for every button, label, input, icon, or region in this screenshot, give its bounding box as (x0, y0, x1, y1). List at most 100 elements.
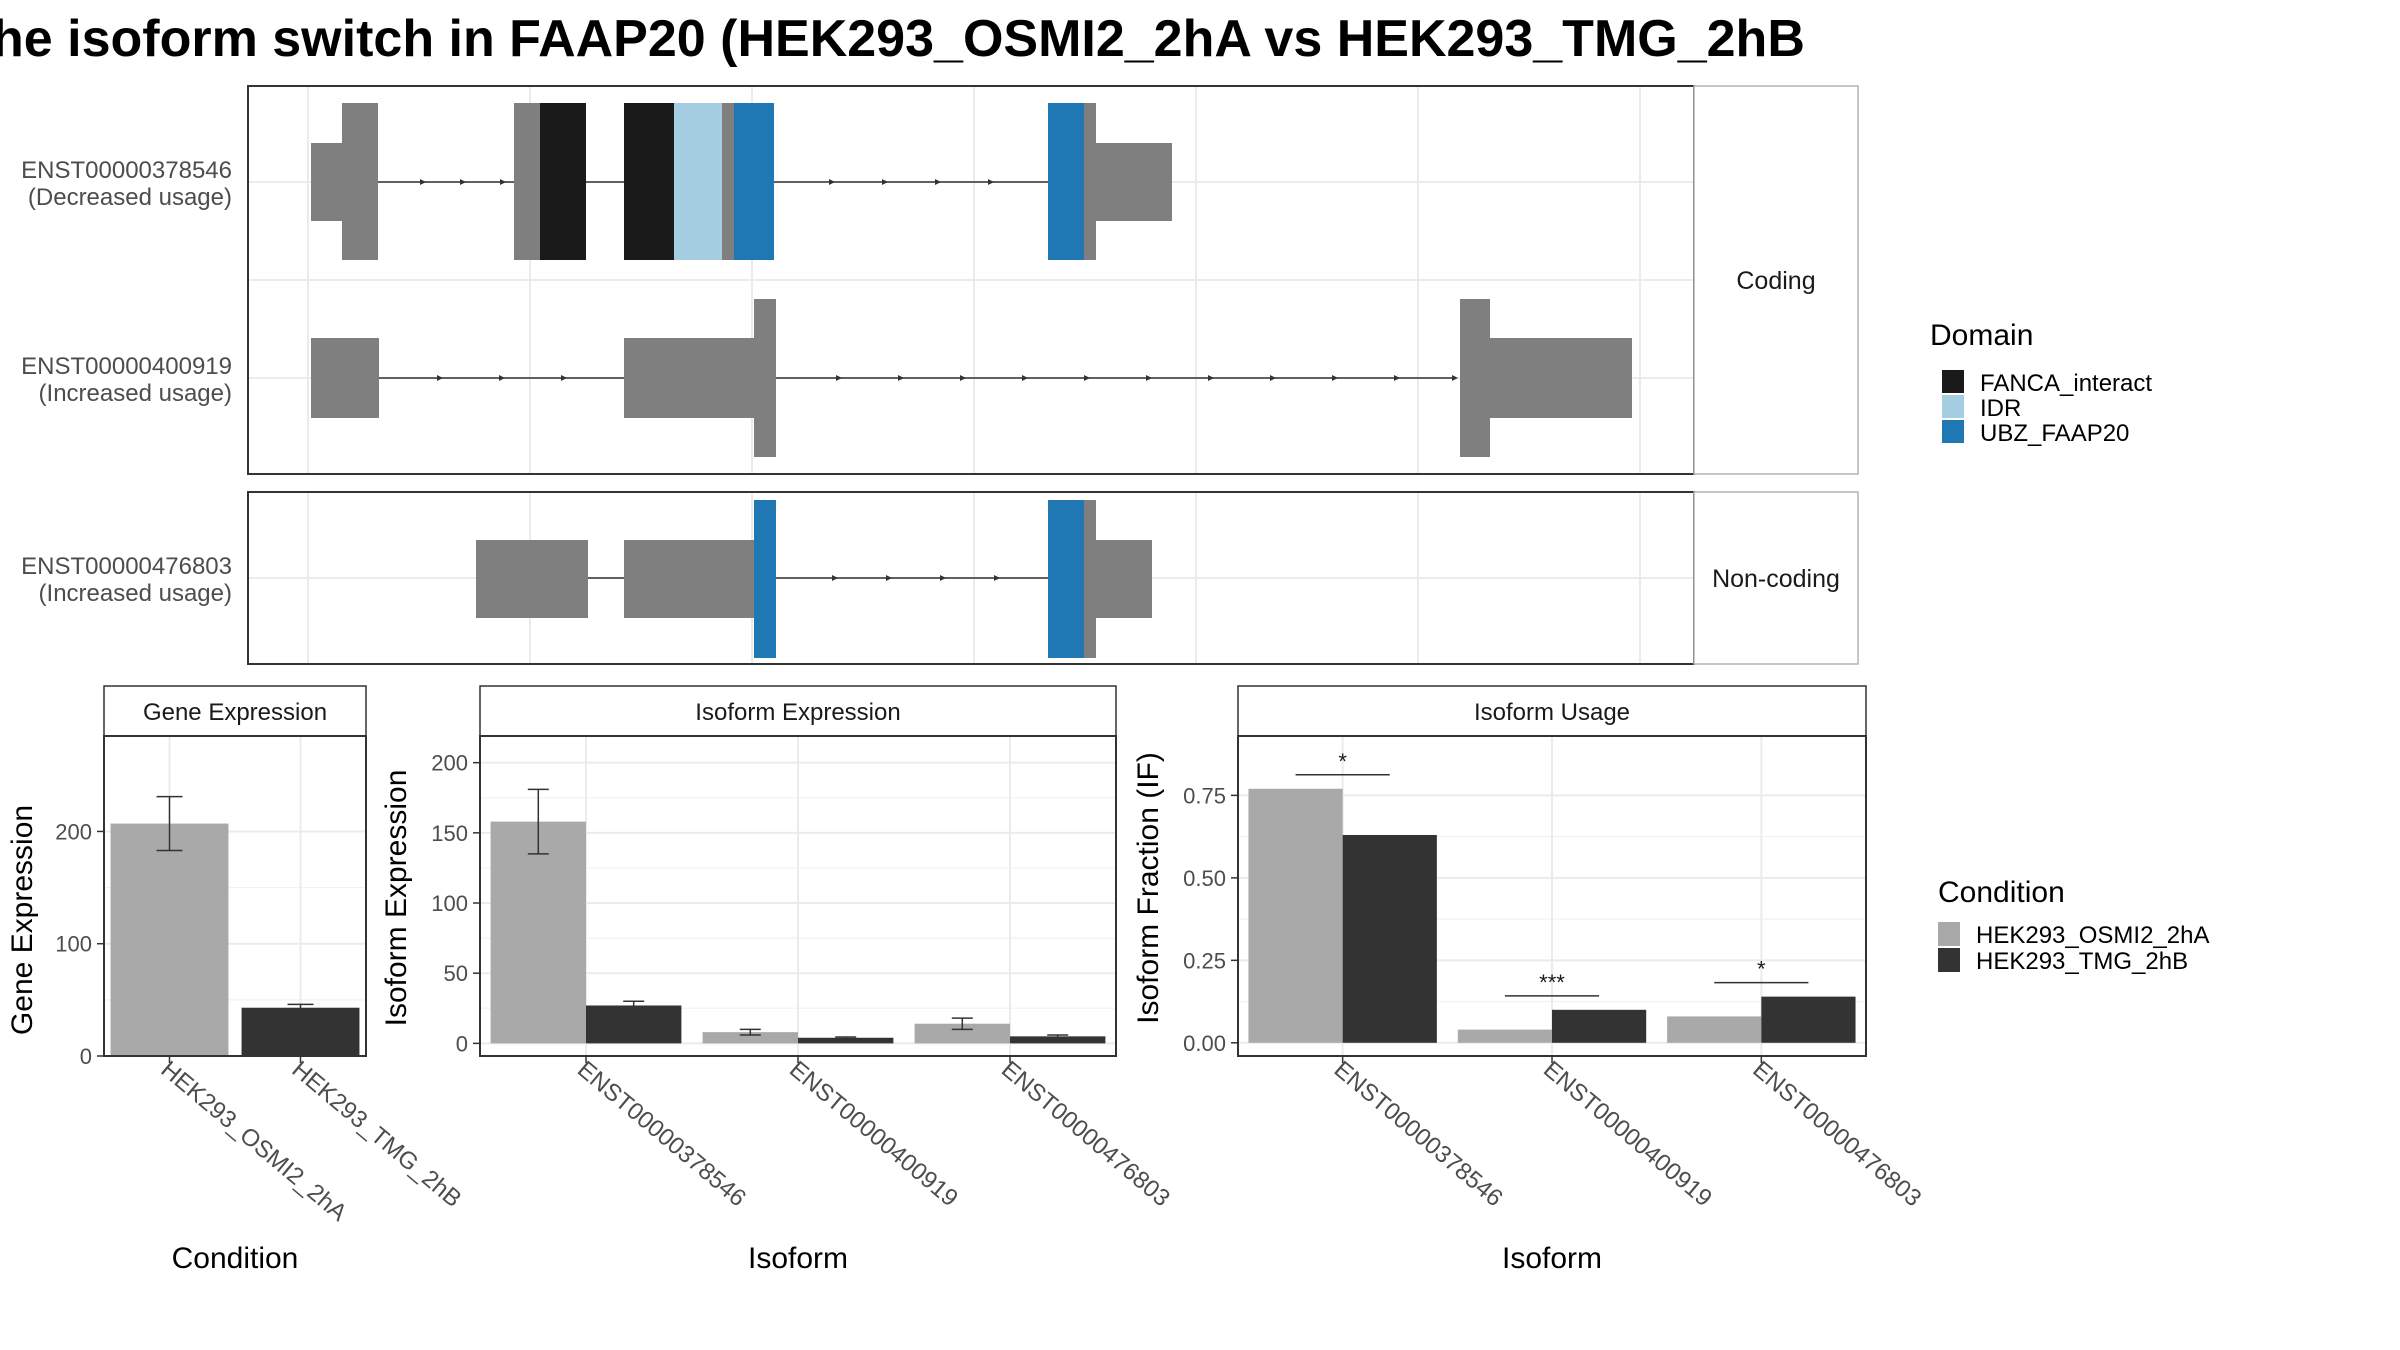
condition-legend-title: Condition (1938, 876, 2065, 909)
bar (1457, 1029, 1552, 1043)
legend-label: IDR (1980, 395, 2021, 422)
x-axis-title: Isoform (748, 1242, 848, 1275)
y-tick-label: 0 (80, 1044, 92, 1069)
y-axis-title: Isoform Expression (380, 770, 413, 1027)
legend-label: HEK293_OSMI2_2hA (1976, 922, 2209, 949)
transcript-id-label: ENST00000378546 (21, 157, 232, 184)
significance-label: *** (1539, 970, 1565, 995)
transcript-id-label: ENST00000476803 (21, 553, 232, 580)
structure-panel-coding: Coding ENST00000378546 (Decreased usage)… (21, 85, 1859, 475)
y-tick-label: 200 (55, 819, 92, 844)
transcript-usage-label: (Decreased usage) (28, 184, 232, 211)
figure-title: he isoform switch in FAAP20 (HEK293_OSMI… (0, 10, 1805, 68)
cds-exon (1460, 299, 1490, 457)
legend-swatch-HEK293_OSMI2_2hA (1938, 922, 1960, 946)
utr-exon (1488, 338, 1632, 418)
bar (702, 1032, 798, 1044)
noncoding-strip (1693, 491, 1859, 665)
noncoding-exon (476, 540, 588, 618)
intron-arrows (832, 575, 1000, 581)
utr-exon (624, 338, 756, 418)
strip-background (1237, 685, 1867, 737)
domain-legend-title: Domain (1930, 319, 2033, 352)
chart-isoform-expression: Isoform Expression 0 50 100 150 200 ENST00000… (380, 685, 1175, 1275)
bar (1667, 1016, 1762, 1043)
cds-exon (1084, 103, 1096, 260)
plot-area: 0 50 100 150 200 ENST00000378546 ENST000004009… (431, 735, 1175, 1212)
legend-swatch-HEK293_TMG_2hB (1938, 948, 1960, 972)
strip-background (103, 685, 367, 737)
coding-strip (1693, 85, 1859, 475)
bar (490, 821, 586, 1044)
domain-legend: Domain FANCA_interact IDR UBZ_FAAP20 (1930, 319, 2152, 447)
legend-swatch-IDR (1942, 395, 1964, 418)
facet-label-coding: Coding (1736, 267, 1815, 295)
significance-label: * (1757, 957, 1766, 982)
domain-UBZ_FAAP20 (754, 500, 776, 658)
domain-FANCA_interact (540, 103, 586, 260)
y-axis-title: Gene Expression (6, 805, 39, 1035)
y-tick-label: 0.00 (1183, 1031, 1226, 1056)
transcript-ENST00000400919 (311, 299, 1632, 457)
domain-UBZ_FAAP20 (1048, 500, 1084, 658)
y-tick-label: 100 (431, 891, 468, 916)
facet-label-noncoding: Non-coding (1712, 565, 1840, 593)
strip-title: Gene Expression (143, 699, 327, 726)
transcript-usage-label: (Increased usage) (39, 580, 232, 607)
legend-swatch-UBZ_FAAP20 (1942, 420, 1964, 443)
x-tick-label: ENST00000476803 (996, 1056, 1175, 1212)
legend-label: HEK293_TMG_2hB (1976, 948, 2188, 975)
significance-label: * (1338, 749, 1347, 774)
chart-isoform-usage: Isoform Usage *****0.000.250.500.75ENST0… (1132, 685, 1926, 1275)
y-tick-label: 0.75 (1183, 783, 1226, 808)
x-tick-label: ENST00000378546 (572, 1056, 751, 1212)
x-tick-label: ENST00000476803 (1747, 1056, 1926, 1212)
plot-border (103, 735, 367, 1057)
legend-label: UBZ_FAAP20 (1980, 420, 2129, 447)
condition-legend: Condition HEK293_OSMI2_2hA HEK293_TMG_2h… (1938, 876, 2209, 975)
y-tick-label: 0.25 (1183, 948, 1226, 973)
strip-title: Isoform Usage (1474, 699, 1630, 726)
bar (1248, 788, 1343, 1043)
transcript-id-label: ENST00000400919 (21, 353, 232, 380)
cds-exon (754, 299, 776, 457)
y-tick-label: 150 (431, 821, 468, 846)
transcript-ENST00000476803 (476, 500, 1152, 658)
bar (1342, 834, 1437, 1043)
utr-exon (1096, 143, 1172, 221)
domain-UBZ_FAAP20 (1048, 103, 1084, 260)
y-tick-label: 100 (55, 932, 92, 957)
transcript-labels-coding: ENST00000378546 (Decreased usage) ENST00… (21, 157, 232, 407)
utr-exon (311, 338, 379, 418)
x-axis-title: Isoform (1502, 1242, 1602, 1275)
cds-exon (514, 103, 542, 260)
intron-arrows (420, 179, 994, 185)
x-tick-label: ENST00000378546 (1329, 1056, 1508, 1212)
noncoding-exon (624, 540, 756, 618)
intron-arrows (437, 375, 1458, 381)
transcript-usage-label: (Increased usage) (39, 380, 232, 407)
strip-title: Isoform Expression (695, 699, 900, 726)
legend-swatch-FANCA_interact (1942, 370, 1964, 393)
x-axis-title: Condition (172, 1242, 299, 1275)
bar (1761, 996, 1856, 1043)
bar (110, 823, 229, 1056)
bar (586, 1005, 682, 1044)
structure-panel-noncoding: Non-coding ENST00000476803 (Increased us… (21, 491, 1859, 665)
bar (1010, 1036, 1106, 1044)
noncoding-exon (1096, 540, 1152, 618)
noncoding-exon (1084, 500, 1096, 658)
bar (798, 1037, 894, 1044)
y-tick-label: 0.50 (1183, 866, 1226, 891)
legend-label: FANCA_interact (1980, 370, 2152, 397)
domain-FANCA_interact (624, 103, 674, 260)
bar (914, 1023, 1010, 1044)
y-tick-label: 50 (444, 961, 468, 986)
bar (1552, 1009, 1647, 1043)
y-tick-label: 200 (431, 751, 468, 776)
y-axis-title: Isoform Fraction (IF) (1132, 752, 1165, 1024)
domain-UBZ_FAAP20 (734, 103, 774, 260)
cds-exon (722, 103, 734, 260)
